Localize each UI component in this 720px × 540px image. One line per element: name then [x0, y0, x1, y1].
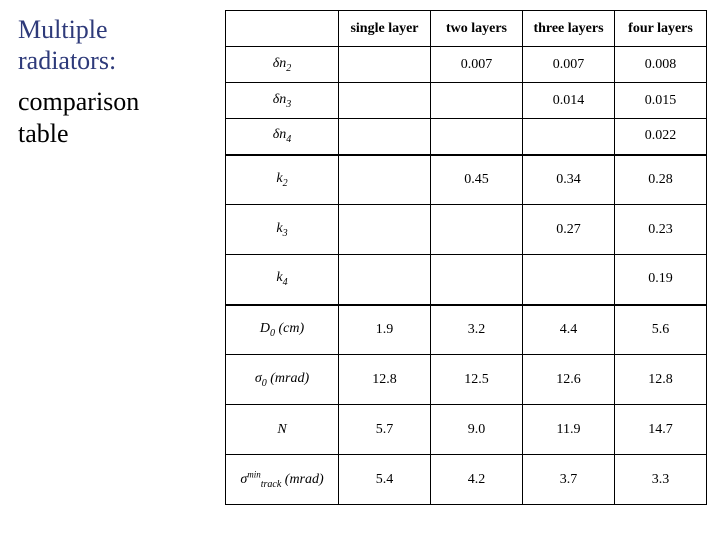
table-cell: 12.8: [615, 355, 707, 405]
table-cell: [431, 205, 523, 255]
table-cell: [523, 255, 615, 305]
row-label: k3: [226, 205, 339, 255]
row-label: N: [226, 405, 339, 455]
title-sub1: comparison: [18, 87, 139, 116]
table-cell: 0.23: [615, 205, 707, 255]
table-header-col4: four layers: [615, 11, 707, 47]
table-cell: 0.34: [523, 155, 615, 205]
table-row-sigmatrack: σmintrack (mrad) 5.4 4.2 3.7 3.3: [226, 455, 707, 505]
table-cell: 0.008: [615, 47, 707, 83]
table-cell: 0.007: [431, 47, 523, 83]
table-row-dn2: δn2 0.007 0.007 0.008: [226, 47, 707, 83]
title-block: Multiple radiators: comparison table: [18, 14, 208, 149]
row-label: δn3: [226, 83, 339, 119]
title-comparison-table: comparison table: [18, 86, 208, 148]
table-header-row: single layer two layers three layers fou…: [226, 11, 707, 47]
comparison-table-container: single layer two layers three layers fou…: [225, 10, 706, 505]
table-cell: 0.007: [523, 47, 615, 83]
table-cell: 3.7: [523, 455, 615, 505]
table-cell: 3.3: [615, 455, 707, 505]
table-cell: 3.2: [431, 305, 523, 355]
table-cell: [339, 47, 431, 83]
table-cell: 1.9: [339, 305, 431, 355]
table-cell: 12.8: [339, 355, 431, 405]
table-cell: 0.45: [431, 155, 523, 205]
table-cell: 0.022: [615, 119, 707, 155]
title-sub2: table: [18, 119, 69, 148]
table-cell: 5.7: [339, 405, 431, 455]
table-cell: [431, 119, 523, 155]
table-cell: 4.2: [431, 455, 523, 505]
table-header-col1: single layer: [339, 11, 431, 47]
table-cell: 0.19: [615, 255, 707, 305]
row-label: δn2: [226, 47, 339, 83]
table-cell: 9.0: [431, 405, 523, 455]
row-label: k2: [226, 155, 339, 205]
row-label: D0 (cm): [226, 305, 339, 355]
title-multiple-radiators: Multiple radiators:: [18, 14, 208, 76]
table-cell: 14.7: [615, 405, 707, 455]
table-row-sigma0: σ0 (mrad) 12.8 12.5 12.6 12.8: [226, 355, 707, 405]
table-cell: [431, 255, 523, 305]
table-row-k3: k3 0.27 0.23: [226, 205, 707, 255]
table-cell: [431, 83, 523, 119]
comparison-table: single layer two layers three layers fou…: [225, 10, 707, 505]
table-cell: 5.4: [339, 455, 431, 505]
table-cell: 0.27: [523, 205, 615, 255]
table-row-n: N 5.7 9.0 11.9 14.7: [226, 405, 707, 455]
table-header-col3: three layers: [523, 11, 615, 47]
table-cell: 11.9: [523, 405, 615, 455]
table-row-d0: D0 (cm) 1.9 3.2 4.4 5.6: [226, 305, 707, 355]
table-header-blank: [226, 11, 339, 47]
row-label: δn4: [226, 119, 339, 155]
row-label: σ0 (mrad): [226, 355, 339, 405]
table-cell: 0.014: [523, 83, 615, 119]
title-line1: Multiple: [18, 15, 108, 44]
table-row-k2: k2 0.45 0.34 0.28: [226, 155, 707, 205]
table-cell: 5.6: [615, 305, 707, 355]
table-row-dn4: δn4 0.022: [226, 119, 707, 155]
table-row-k4: k4 0.19: [226, 255, 707, 305]
title-line2: radiators:: [18, 46, 116, 75]
table-cell: 12.6: [523, 355, 615, 405]
row-label: σmintrack (mrad): [226, 455, 339, 505]
table-cell: [523, 119, 615, 155]
table-cell: 4.4: [523, 305, 615, 355]
table-cell: 12.5: [431, 355, 523, 405]
row-label: k4: [226, 255, 339, 305]
table-cell: [339, 155, 431, 205]
table-cell: [339, 83, 431, 119]
table-cell: 0.28: [615, 155, 707, 205]
table-cell: 0.015: [615, 83, 707, 119]
table-row-dn3: δn3 0.014 0.015: [226, 83, 707, 119]
table-cell: [339, 119, 431, 155]
table-header-col2: two layers: [431, 11, 523, 47]
table-cell: [339, 205, 431, 255]
table-cell: [339, 255, 431, 305]
